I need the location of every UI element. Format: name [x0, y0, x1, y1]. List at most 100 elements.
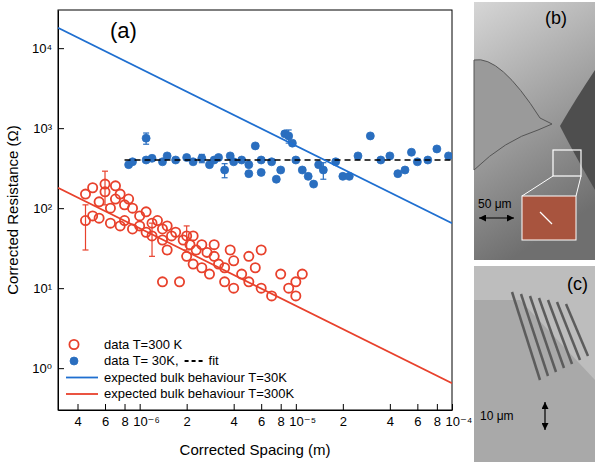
point — [158, 277, 167, 286]
inset-image — [522, 196, 576, 240]
error-bar-line — [83, 204, 89, 205]
y-axis-line — [58, 11, 59, 411]
point — [226, 245, 235, 254]
error-bar-line — [320, 179, 326, 180]
error-bar-line — [143, 132, 149, 133]
error-bar — [143, 133, 149, 144]
point — [251, 263, 260, 272]
figure: 46810⁻⁶246810⁻⁵246810⁻⁴10⁰10¹10²10³10⁴Co… — [0, 0, 597, 465]
tick-mark — [58, 128, 64, 129]
legend-symbol — [66, 393, 98, 395]
legend-item: data T=300 K — [69, 337, 182, 352]
zoom-line — [522, 176, 553, 196]
point — [185, 240, 194, 249]
tick-label: 10⁰ — [32, 361, 52, 376]
tick: 10¹ — [33, 281, 64, 296]
tick: 10⁻⁶ — [133, 404, 160, 429]
point — [163, 221, 172, 230]
error-bars — [83, 171, 190, 256]
point — [229, 284, 238, 293]
plot-area — [58, 28, 452, 383]
panel-label: (a) — [110, 18, 137, 43]
point — [257, 168, 265, 176]
tick: 4 — [231, 404, 238, 429]
tick-mark — [417, 404, 418, 410]
tick-label: 10¹ — [33, 281, 52, 296]
point — [407, 148, 415, 156]
x-axis-title: Corrected Spacing (m) — [180, 441, 331, 458]
tick-mark — [140, 404, 141, 410]
point — [230, 158, 238, 166]
points — [81, 179, 307, 300]
tick: 2 — [340, 404, 347, 429]
tick-mark — [452, 404, 453, 410]
tick: 8 — [278, 404, 285, 429]
tick-mark — [58, 48, 64, 49]
error-bar-line — [102, 171, 108, 172]
error-bar-line — [222, 163, 228, 164]
tick-mark — [296, 404, 297, 410]
tick-label: 10⁴ — [32, 41, 52, 56]
zoom-line — [576, 176, 581, 196]
tick-label: 2 — [184, 414, 191, 429]
points — [125, 130, 452, 188]
zoom-box — [553, 150, 581, 176]
point — [220, 277, 229, 286]
point — [148, 154, 156, 162]
point — [251, 142, 259, 150]
tick: 10³ — [33, 121, 64, 136]
legend-item: expected bulk behaviour T=300K — [66, 386, 295, 401]
point — [142, 134, 150, 142]
legend-label: expected bulk behaviour T=30K — [104, 370, 287, 385]
point — [366, 132, 374, 140]
point — [95, 214, 104, 223]
point — [401, 166, 409, 174]
panel-c: (c)10 μm — [474, 266, 595, 462]
legend-symbol — [70, 357, 78, 365]
tick-mark — [281, 404, 282, 410]
tick: 8 — [121, 404, 128, 429]
tick: 10⁴ — [32, 41, 64, 56]
point — [210, 240, 219, 249]
scale-bar-label: 10 μm — [480, 409, 514, 423]
legend-item: fit — [185, 353, 220, 368]
point — [189, 158, 197, 166]
legend: data T=300 Kdata T= 30K,fitexpected bulk… — [66, 337, 295, 402]
tick-mark — [58, 368, 64, 369]
point — [171, 228, 180, 237]
point — [244, 252, 253, 261]
probe-shape — [560, 70, 595, 190]
error-bar-line — [83, 249, 89, 250]
tick: 6 — [414, 404, 421, 429]
point — [245, 161, 253, 169]
legend-symbol — [69, 340, 78, 349]
point — [291, 291, 300, 300]
tick-label: 10² — [33, 201, 52, 216]
series-line — [58, 188, 452, 383]
legend-label: data T=300 K — [104, 337, 183, 352]
point — [319, 166, 327, 174]
legend-symbol — [66, 377, 98, 379]
tick-label: 10⁻⁶ — [133, 414, 160, 429]
error-bar-line — [143, 144, 149, 145]
point — [116, 189, 125, 198]
scale-bar-label: 50 μm — [478, 197, 512, 211]
sample-edge — [474, 300, 595, 462]
tick-mark — [234, 404, 235, 410]
point — [413, 158, 421, 166]
tick-mark — [343, 404, 344, 410]
point — [198, 154, 206, 162]
tick: 10⁰ — [32, 361, 64, 376]
tick-label: 8 — [434, 414, 441, 429]
point — [394, 170, 402, 178]
point — [272, 175, 280, 183]
error-bars — [143, 130, 326, 179]
point — [163, 152, 171, 160]
legend-label: expected bulk behaviour T=300K — [104, 386, 295, 401]
point — [142, 207, 151, 216]
plot-frame — [58, 10, 452, 410]
tick-mark — [125, 404, 126, 410]
error-bar — [222, 164, 228, 178]
point — [229, 256, 238, 265]
point — [445, 152, 452, 160]
